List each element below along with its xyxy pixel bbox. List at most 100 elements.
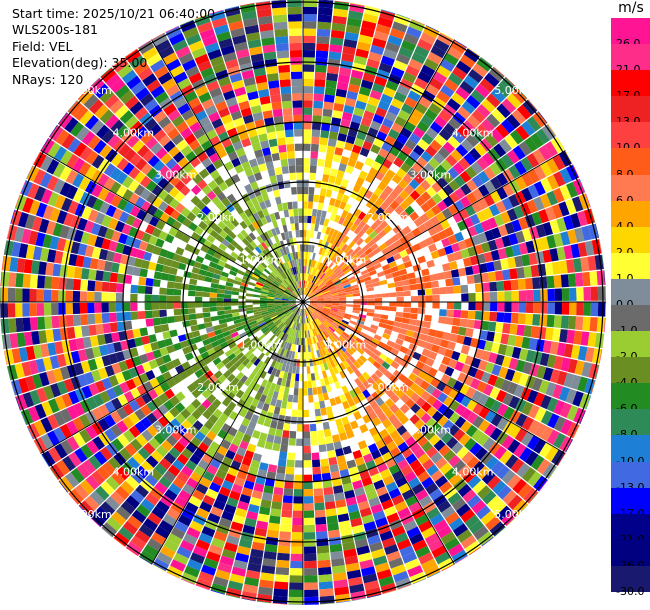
velocity-gate	[282, 247, 288, 255]
velocity-gate	[287, 261, 292, 269]
velocity-gate	[340, 333, 348, 341]
velocity-gate	[530, 132, 544, 149]
velocity-gate	[130, 438, 143, 452]
velocity-gate	[471, 390, 483, 403]
velocity-gate	[22, 288, 30, 302]
velocity-gate	[369, 341, 378, 349]
velocity-gate	[527, 471, 542, 487]
velocity-gate	[401, 39, 417, 52]
velocity-gate	[452, 497, 467, 512]
velocity-gate	[212, 379, 222, 389]
velocity-gate	[315, 180, 322, 189]
velocity-gate	[311, 216, 317, 224]
velocity-gate	[221, 216, 231, 226]
velocity-gate	[438, 316, 447, 324]
velocity-gate	[204, 105, 218, 116]
velocity-gate	[391, 173, 403, 185]
velocity-gate	[206, 551, 221, 563]
velocity-gate	[286, 269, 292, 277]
velocity-gate	[245, 361, 254, 370]
colorbar-cell	[611, 539, 650, 567]
velocity-gate	[304, 316, 307, 324]
velocity-gate	[256, 156, 266, 165]
velocity-gate	[247, 353, 255, 361]
velocity-gate	[290, 64, 302, 72]
velocity-gate	[194, 354, 204, 364]
velocity-gate	[381, 418, 392, 429]
velocity-gate	[106, 516, 122, 532]
velocity-gate	[229, 573, 245, 584]
velocity-gate	[431, 410, 443, 422]
velocity-gate	[571, 196, 584, 212]
velocity-gate	[139, 327, 149, 337]
velocity-gate	[274, 479, 285, 489]
velocity-gate	[262, 327, 270, 334]
velocity-gate	[159, 427, 171, 440]
velocity-gate	[486, 261, 495, 272]
velocity-gate	[46, 370, 57, 385]
velocity-gate	[288, 21, 302, 29]
velocity-gate	[47, 414, 60, 430]
velocity-gate	[445, 511, 460, 525]
velocity-gate	[400, 393, 410, 404]
velocity-gate	[278, 414, 285, 423]
velocity-gate	[455, 60, 472, 75]
velocity-gate	[154, 481, 168, 495]
velocity-gate	[290, 71, 303, 80]
velocity-gate	[297, 244, 301, 252]
velocity-gate	[530, 326, 540, 339]
velocity-gate	[497, 291, 505, 302]
velocity-gate	[244, 167, 254, 177]
velocity-gate	[281, 509, 293, 518]
velocity-gate	[332, 154, 342, 163]
velocity-gate	[466, 275, 475, 284]
velocity-gate	[245, 304, 253, 308]
velocity-gate	[140, 498, 155, 512]
velocity-gate	[141, 335, 150, 345]
velocity-gate	[240, 229, 249, 238]
velocity-gate	[290, 267, 294, 276]
velocity-gate	[322, 421, 330, 430]
velocity-gate	[339, 370, 347, 379]
velocity-gate	[326, 280, 334, 287]
velocity-gate	[247, 315, 256, 320]
velocity-gate	[290, 328, 295, 337]
velocity-gate	[303, 100, 313, 108]
velocity-gate	[151, 184, 163, 197]
velocity-gate	[268, 80, 280, 89]
velocity-gate	[498, 138, 513, 153]
velocity-gate	[431, 181, 443, 193]
velocity-gate	[303, 474, 313, 482]
velocity-gate	[324, 303, 332, 305]
velocity-gate	[402, 71, 417, 84]
velocity-gate	[535, 224, 547, 238]
velocity-gate	[173, 71, 188, 84]
velocity-gate	[580, 256, 590, 272]
velocity-gate	[307, 322, 311, 331]
velocity-gate	[297, 194, 303, 202]
velocity-gate	[325, 328, 332, 336]
velocity-gate	[300, 338, 303, 346]
velocity-gate	[350, 69, 364, 80]
velocity-gate	[45, 329, 55, 343]
velocity-gate	[312, 358, 317, 366]
velocity-gate	[347, 275, 356, 282]
velocity-gate	[341, 475, 352, 485]
velocity-gate	[182, 483, 195, 496]
velocity-gate	[299, 287, 302, 295]
velocity-gate	[225, 594, 241, 599]
velocity-gate	[316, 294, 324, 298]
velocity-gate	[317, 158, 325, 167]
velocity-gate	[129, 347, 139, 358]
velocity-gate	[135, 465, 149, 479]
velocity-gate	[442, 171, 454, 184]
velocity-gate	[72, 432, 86, 448]
velocity-gate	[589, 317, 598, 332]
velocity-gate	[96, 259, 106, 271]
velocity-gate	[471, 461, 485, 475]
velocity-gate	[239, 285, 248, 290]
velocity-gate	[452, 111, 466, 125]
velocity-gate	[240, 392, 249, 402]
velocity-gate	[437, 200, 448, 212]
velocity-gate	[329, 359, 336, 368]
